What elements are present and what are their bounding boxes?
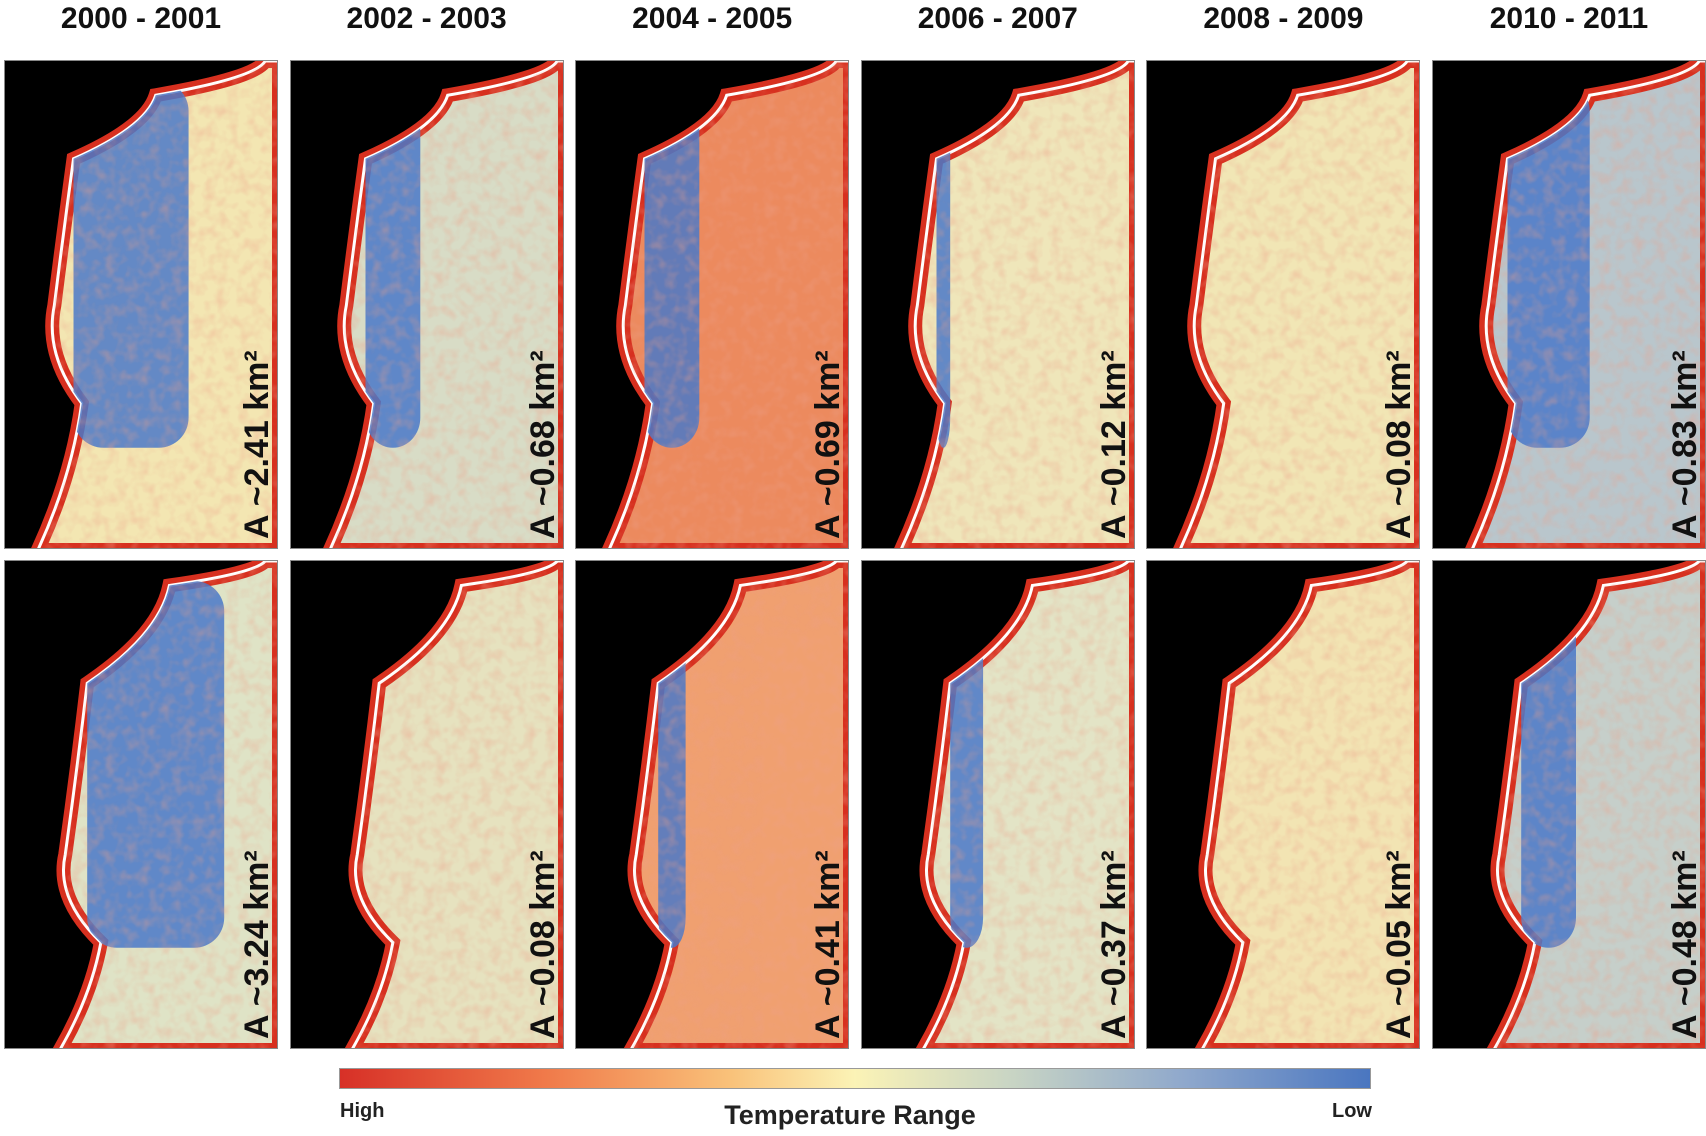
map-panel: A ~0.05 km² xyxy=(1146,560,1421,1049)
map-panel: A ~0.12 km² xyxy=(860,60,1135,549)
map-image xyxy=(1173,61,1420,548)
map-image xyxy=(893,61,1134,548)
area-label: A ~0.05 km² xyxy=(1380,850,1419,1039)
column-title: 2002 - 2003 xyxy=(346,2,507,35)
area-label: A ~0.37 km² xyxy=(1094,850,1133,1039)
map-image xyxy=(344,561,563,1048)
map-image xyxy=(1465,61,1705,548)
map-image xyxy=(1195,561,1420,1048)
area-label: A ~0.48 km² xyxy=(1666,850,1704,1039)
map-panel: A ~0.41 km² xyxy=(575,560,850,1049)
area-label: A ~2.41 km² xyxy=(238,350,276,539)
column-title: 2010 - 2011 xyxy=(1489,2,1649,35)
area-label: A ~0.12 km² xyxy=(1094,350,1133,539)
map-panel: A ~3.24 km² xyxy=(4,560,278,1049)
map-image xyxy=(52,561,277,1048)
color-bar xyxy=(339,1068,1371,1089)
map-panel: A ~0.08 km² xyxy=(1146,60,1421,549)
area-label: A ~0.08 km² xyxy=(1380,350,1419,539)
map-panel: A ~0.08 km² xyxy=(289,560,564,1049)
column-title: 2000 - 2001 xyxy=(60,2,222,35)
legend-high: High xyxy=(340,1100,385,1122)
area-label: A ~0.83 km² xyxy=(1666,350,1704,539)
map-image xyxy=(322,61,563,548)
column-title: 2006 - 2007 xyxy=(917,2,1078,35)
map-image xyxy=(31,61,277,548)
map-panel: A ~2.41 km² xyxy=(4,60,278,549)
map-image xyxy=(915,561,1134,1048)
legend-title: Temperature Range xyxy=(724,1100,976,1130)
map-panel: A ~0.69 km² xyxy=(575,60,850,549)
map-panel: A ~0.68 km² xyxy=(289,60,564,549)
area-label: A ~0.68 km² xyxy=(523,350,562,539)
legend-low: Low xyxy=(1332,1100,1372,1122)
map-panel: A ~0.37 km² xyxy=(860,560,1135,1049)
area-label: A ~0.08 km² xyxy=(523,850,562,1039)
column-title: 2008 - 2009 xyxy=(1203,2,1364,35)
area-label: A ~0.41 km² xyxy=(809,850,848,1039)
map-panel: A ~0.48 km² xyxy=(1432,560,1706,1049)
column-title: 2004 - 2005 xyxy=(632,2,793,35)
map-panel: A ~0.83 km² xyxy=(1432,60,1706,549)
map-image xyxy=(624,561,849,1048)
map-image xyxy=(1486,561,1705,1048)
area-label: A ~3.24 km² xyxy=(238,850,276,1039)
map-image xyxy=(602,61,849,548)
area-label: A ~0.69 km² xyxy=(809,350,848,539)
